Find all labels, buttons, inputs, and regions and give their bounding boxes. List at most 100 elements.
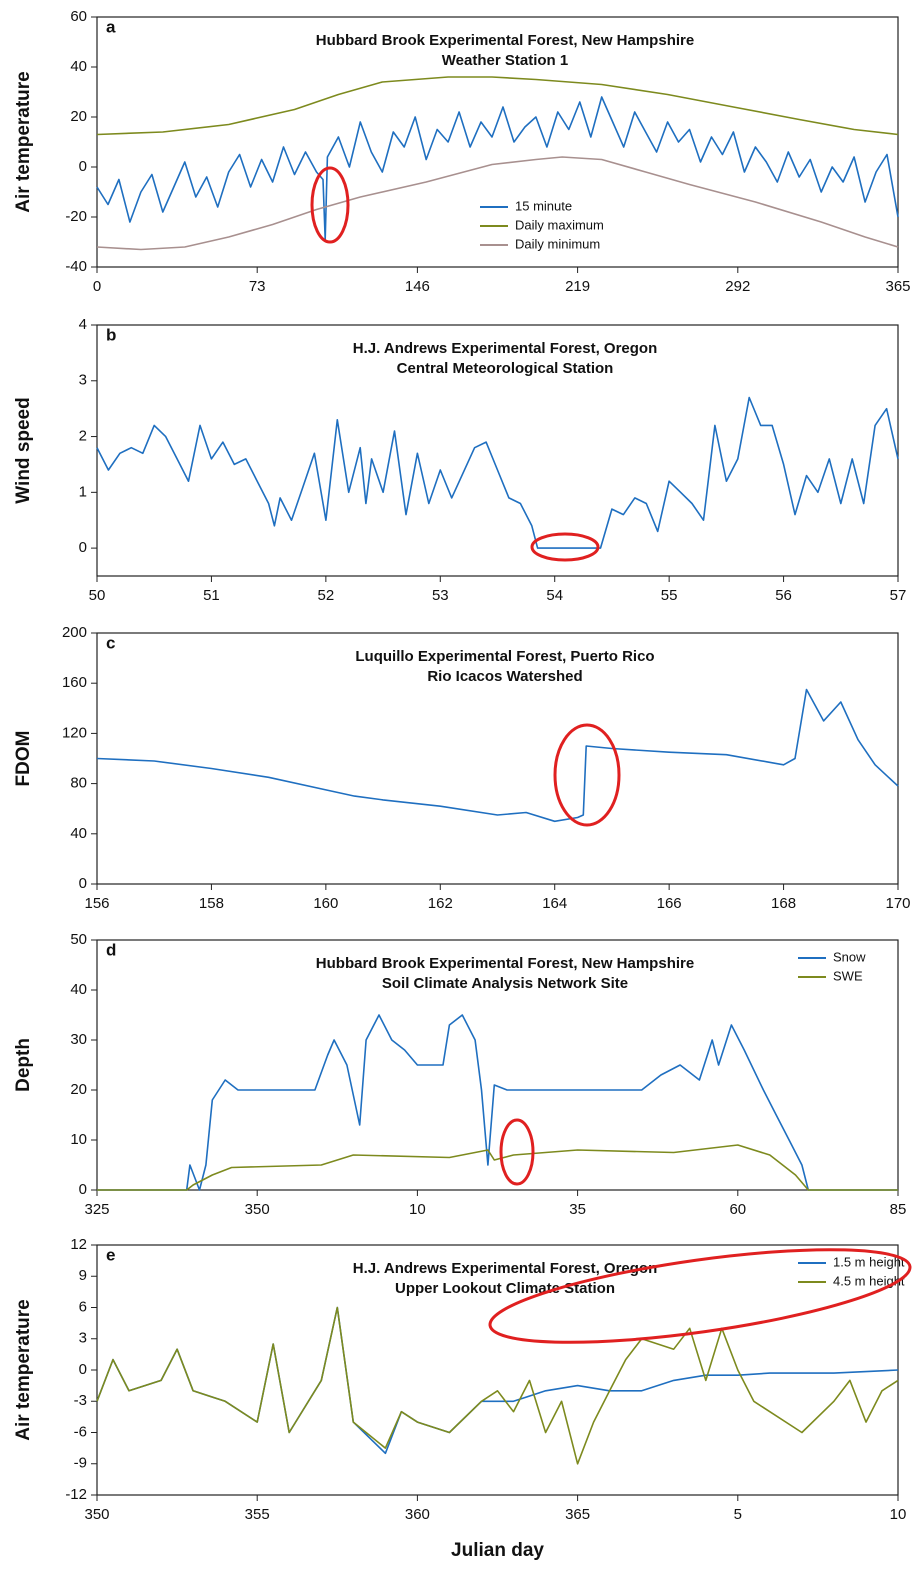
- x-tick-label: 292: [725, 278, 750, 295]
- data-line: [97, 1014, 898, 1191]
- x-tick-label: 5: [734, 1506, 742, 1523]
- y-tick-label: 3: [79, 372, 87, 389]
- y-tick-label: 0: [79, 875, 87, 892]
- highlight-ellipse: [553, 723, 621, 827]
- panel-label: b: [106, 325, 116, 344]
- highlight-ellipse: [499, 1118, 535, 1186]
- x-tick-label: 10: [409, 1201, 426, 1218]
- y-tick-label: -20: [65, 208, 87, 225]
- x-tick-label: 54: [546, 587, 563, 604]
- y-tick-label: -9: [74, 1455, 87, 1472]
- x-axis-label: Julian day: [451, 1540, 544, 1561]
- y-tick-label: 30: [70, 1031, 87, 1048]
- chart-subtitle: Soil Climate Analysis Network Site: [382, 975, 628, 992]
- data-line: [96, 1306, 899, 1465]
- y-tick-label: -6: [74, 1423, 87, 1440]
- y-tick-label: 20: [70, 108, 87, 125]
- plot-frame: [96, 324, 899, 577]
- data-line: [96, 156, 899, 251]
- y-tick-label: 120: [62, 724, 87, 741]
- y-tick-label: -3: [74, 1392, 87, 1409]
- y-tick-label: 6: [79, 1298, 87, 1315]
- x-tick-label: 168: [771, 895, 796, 912]
- y-tick-label: 0: [79, 539, 87, 556]
- x-tick-label: 85: [890, 1201, 907, 1218]
- highlights: [310, 166, 912, 1344]
- data-line: [96, 96, 899, 241]
- y-tick-label: 0: [79, 158, 87, 175]
- x-tick-label: 57: [890, 587, 907, 604]
- y-tick-label: 160: [62, 674, 87, 691]
- plot-frame: [96, 16, 899, 268]
- x-tick-label: 53: [432, 587, 449, 604]
- x-tick-label: 160: [313, 895, 338, 912]
- chart-title: H.J. Andrews Experimental Forest, Oregon: [353, 1260, 658, 1277]
- x-tick-label: 35: [569, 1201, 586, 1218]
- y-axis-label: Air temperature: [13, 71, 34, 213]
- x-tick-label: 158: [199, 895, 224, 912]
- y-tick-label: -40: [65, 258, 87, 275]
- y-tick-label: 80: [70, 775, 87, 792]
- y-tick-label: 40: [70, 981, 87, 998]
- plot-frame: [96, 939, 899, 1191]
- legend-label: Snow: [833, 949, 866, 964]
- y-tick-label: 40: [70, 825, 87, 842]
- x-tick-label: 365: [565, 1506, 590, 1523]
- chart-title: H.J. Andrews Experimental Forest, Oregon: [353, 340, 658, 357]
- y-tick-label: 10: [70, 1131, 87, 1148]
- x-tick-label: 51: [203, 587, 220, 604]
- data-line: [96, 1306, 899, 1455]
- y-axis-label: Depth: [13, 1038, 34, 1092]
- y-tick-label: 60: [70, 8, 87, 25]
- y-tick-label: 50: [70, 931, 87, 948]
- highlight-ellipse: [488, 1248, 912, 1344]
- x-tick-label: 170: [885, 895, 910, 912]
- x-tick-label: 164: [542, 895, 567, 912]
- y-tick-label: 0: [79, 1181, 87, 1198]
- legend-label: SWE: [833, 968, 863, 983]
- y-axis-label: Wind speed: [13, 397, 34, 503]
- highlight-ellipse: [310, 166, 350, 244]
- x-tick-label: 0: [93, 278, 101, 295]
- chart-subtitle: Weather Station 1: [442, 52, 568, 69]
- y-axis-label: FDOM: [13, 731, 34, 787]
- x-tick-label: 55: [661, 587, 678, 604]
- legend-label: 1.5 m height: [833, 1254, 905, 1269]
- x-tick-label: 360: [405, 1506, 430, 1523]
- legend-label: 4.5 m height: [833, 1273, 905, 1288]
- legend-label: Daily maximum: [515, 217, 604, 232]
- legend-label: 15 minute: [515, 198, 572, 213]
- x-tick-label: 146: [405, 278, 430, 295]
- panel-label: e: [106, 1245, 115, 1264]
- y-tick-label: 9: [79, 1267, 87, 1284]
- chart-title: Luquillo Experimental Forest, Puerto Ric…: [355, 648, 654, 665]
- chart-subtitle: Central Meteorological Station: [397, 360, 614, 377]
- x-tick-label: 73: [249, 278, 266, 295]
- data-line: [96, 688, 899, 823]
- x-tick-label: 162: [428, 895, 453, 912]
- y-tick-label: 3: [79, 1330, 87, 1347]
- chart-subtitle: Rio Icacos Watershed: [427, 668, 582, 685]
- legend-label: Daily minimum: [515, 236, 600, 251]
- x-tick-label: 50: [89, 587, 106, 604]
- x-tick-label: 325: [84, 1201, 109, 1218]
- x-tick-label: 166: [657, 895, 682, 912]
- y-tick-label: 20: [70, 1081, 87, 1098]
- x-tick-label: 365: [885, 278, 910, 295]
- y-tick-label: -12: [65, 1486, 87, 1503]
- highlight-ellipse: [530, 532, 600, 562]
- y-tick-label: 4: [79, 316, 87, 333]
- x-tick-label: 156: [84, 895, 109, 912]
- data-line: [96, 396, 899, 549]
- x-tick-label: 219: [565, 278, 590, 295]
- x-tick-label: 10: [890, 1506, 907, 1523]
- x-tick-label: 52: [318, 587, 335, 604]
- chart-subtitle: Upper Lookout Climate Station: [395, 1280, 615, 1297]
- panel-label: c: [106, 633, 115, 652]
- x-tick-label: 60: [729, 1201, 746, 1218]
- data-line: [96, 76, 899, 136]
- y-tick-label: 200: [62, 624, 87, 641]
